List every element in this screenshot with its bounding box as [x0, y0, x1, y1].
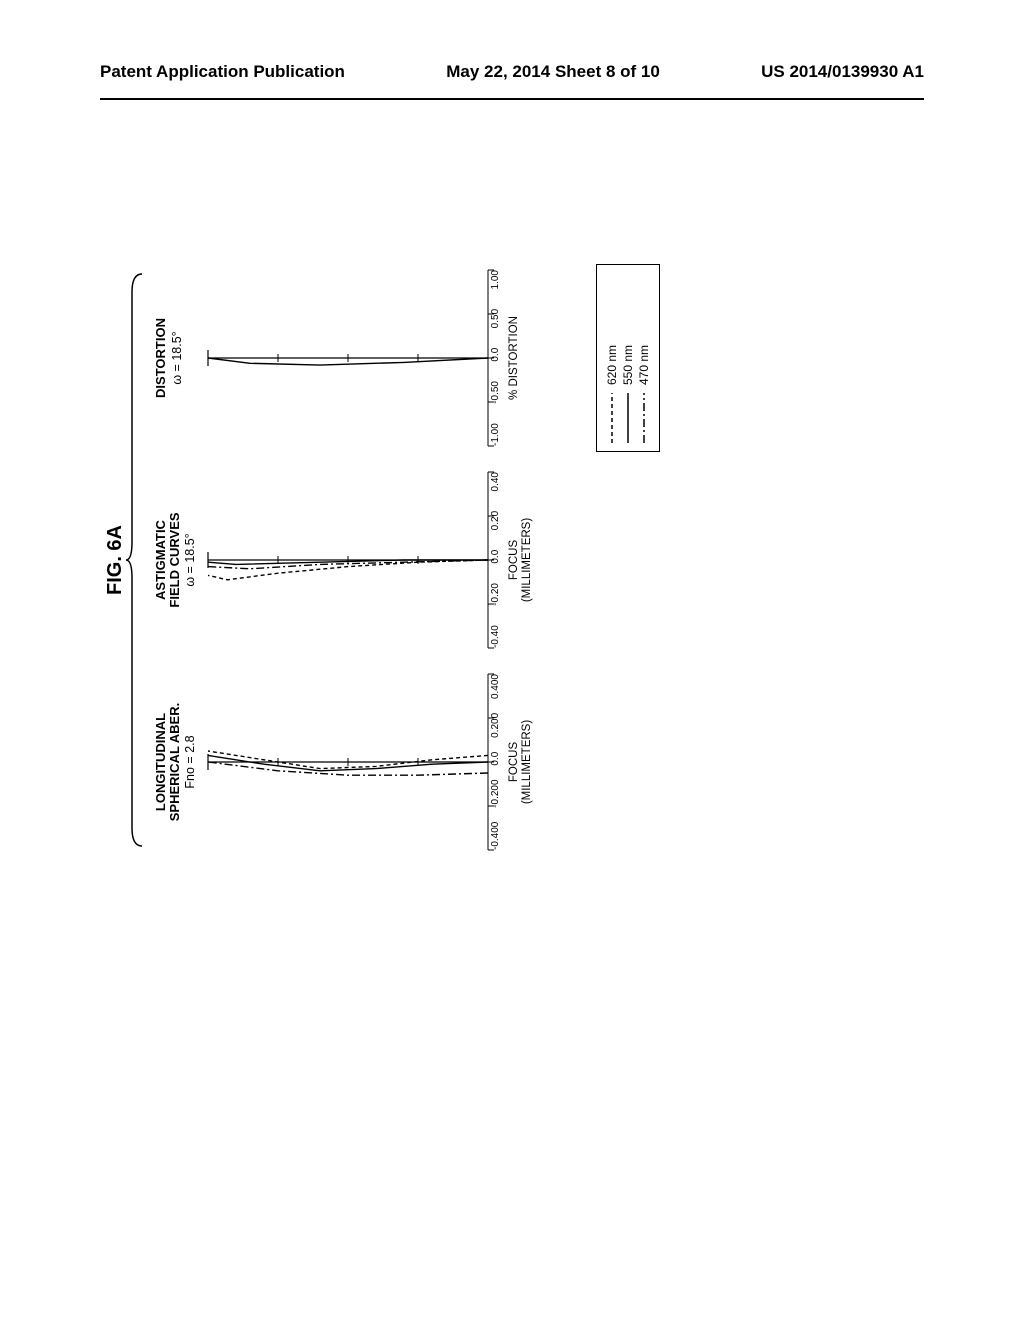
panel-dist: DISTORTION ω = 18.5° -1.00 -0.50 0.0 0.50 1.…	[150, 264, 580, 452]
panel-title: ASTIGMATIC FIELD CURVES	[154, 466, 181, 654]
legend-line-icon	[622, 393, 634, 443]
tick-label: -0.200	[490, 779, 501, 807]
xticks: -0.400 -0.200 0.0 0.200 0.400	[490, 674, 501, 850]
header-center: May 22, 2014 Sheet 8 of 10	[446, 62, 660, 92]
tick-label: 0.0	[490, 752, 501, 766]
tick-label: -0.50	[490, 381, 501, 404]
legend-row: 470 nm	[637, 273, 651, 443]
figure-6a: FIG. 6A LONGITUDINAL SPHERICAL ABER. Fno…	[140, 260, 740, 860]
xlabel: FOCUS (MILLIMETERS)	[508, 668, 533, 856]
legend: 620 nm550 nm470 nm	[596, 264, 660, 452]
panel-astig: ASTIGMATIC FIELD CURVES ω = 18.5° -0.40-…	[150, 466, 580, 654]
legend-label: 470 nm	[637, 345, 651, 385]
panel-title: LONGITUDINAL SPHERICAL ABER.	[154, 668, 181, 856]
plot-astig	[208, 472, 488, 648]
grouping-brace	[126, 272, 144, 848]
xticks: -1.00 -0.50 0.0 0.50 1.00	[490, 270, 501, 446]
tick-label: 0.200	[490, 713, 501, 738]
legend-line-icon	[606, 393, 618, 443]
plot-spherical	[208, 674, 488, 850]
xticks: -0.40 -0.20 0.0 0.20 0.40	[490, 472, 501, 648]
header-left: Patent Application Publication	[100, 62, 345, 92]
xlabel: FOCUS (MILLIMETERS)	[508, 466, 533, 654]
legend-label: 550 nm	[621, 345, 635, 385]
tick-label: 0.20	[490, 511, 501, 530]
legend-line-icon	[638, 393, 650, 443]
figure-label: FIG. 6A	[104, 525, 127, 595]
plot-dist	[208, 270, 488, 446]
tick-label: -0.20	[490, 583, 501, 606]
tick-label: -1.00	[490, 423, 501, 446]
panel-sub: ω = 18.5°	[183, 466, 197, 654]
panel-title: DISTORTION	[154, 264, 168, 452]
tick-label: -0.40	[490, 625, 501, 648]
panel-spherical: LONGITUDINAL SPHERICAL ABER. Fno = 2.8 -…	[150, 668, 580, 856]
page-header: Patent Application Publication May 22, 2…	[100, 62, 924, 100]
tick-label: 0.0	[490, 348, 501, 362]
header-right: US 2014/0139930 A1	[761, 62, 924, 92]
legend-label: 620 nm	[605, 345, 619, 385]
legend-row: 550 nm	[621, 273, 635, 443]
tick-label: 1.00	[490, 270, 501, 289]
tick-label: 0.0	[490, 550, 501, 564]
tick-label: -0.400	[490, 822, 501, 850]
xlabel: % DISTORTION	[508, 264, 521, 452]
panel-sub: Fno = 2.8	[183, 668, 197, 856]
legend-row: 620 nm	[605, 273, 619, 443]
tick-label: 0.400	[490, 674, 501, 699]
panel-sub: ω = 18.5°	[170, 264, 184, 452]
tick-label: 0.50	[490, 309, 501, 328]
tick-label: 0.40	[490, 472, 501, 491]
